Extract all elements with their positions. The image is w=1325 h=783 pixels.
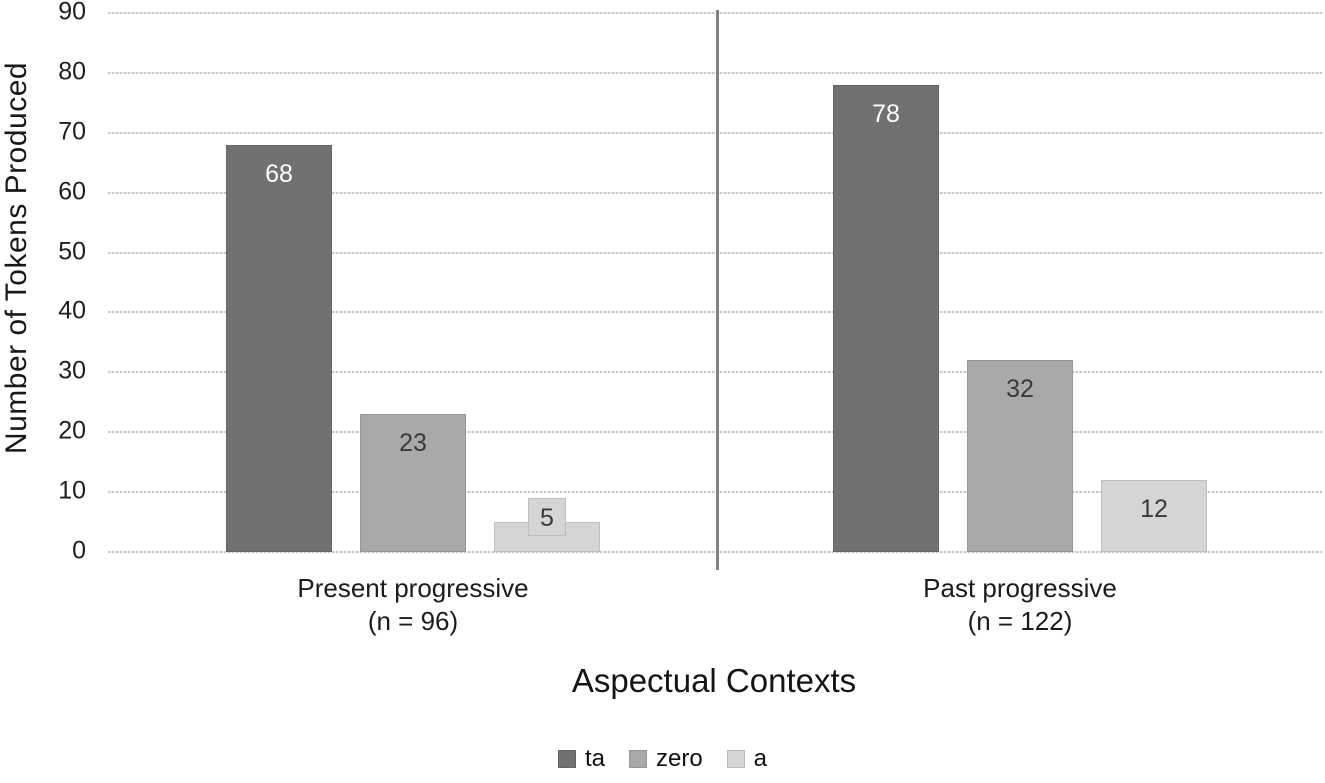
y-tick-label: 90 (58, 0, 86, 26)
y-tick-label: 50 (58, 237, 86, 266)
category-label: Past progressive (n = 122) (923, 572, 1117, 638)
bar-value-label: 12 (1140, 495, 1168, 523)
gridline (108, 551, 1322, 553)
y-tick-label: 10 (58, 476, 86, 505)
legend-swatch-ta (557, 750, 576, 768)
legend-swatch-a (726, 750, 745, 768)
gridline (108, 371, 1322, 374)
bar-zero: 23 (360, 414, 466, 552)
gridline (108, 191, 1322, 194)
legend-label: a (753, 745, 768, 772)
legend-item-a: a (726, 745, 768, 772)
legend-item-zero: zero (628, 745, 703, 772)
category-label-line2: (n = 122) (967, 606, 1073, 636)
bar-a: 12 (1101, 480, 1207, 552)
legend: ta zero a (0, 747, 1325, 771)
category-label-line1: Past progressive (923, 573, 1117, 603)
y-tick-label: 60 (58, 177, 86, 206)
bar-value-label: 78 (872, 100, 900, 128)
legend-label: zero (655, 745, 703, 772)
gridline (108, 251, 1322, 254)
y-tick-label: 80 (58, 57, 86, 86)
x-axis-title: Aspectual Contexts (571, 662, 857, 699)
category-label-line2: (n = 96) (367, 606, 459, 636)
bar-value-label: 5 (528, 498, 566, 536)
group-divider (716, 10, 719, 570)
gridline (108, 491, 1322, 494)
gridline (108, 431, 1322, 434)
bar-ta: 78 (833, 85, 939, 552)
gridline (108, 12, 1322, 14)
y-tick-label: 40 (58, 296, 86, 325)
legend-item-ta: ta (557, 745, 605, 772)
category-label-line1: Present progressive (297, 573, 529, 603)
bar-ta: 68 (226, 145, 332, 552)
bar-value-label: 68 (265, 160, 293, 188)
gridline (108, 71, 1322, 74)
gridline (108, 311, 1322, 314)
y-tick-label: 20 (58, 416, 86, 445)
y-tick-label: 30 (58, 356, 86, 385)
y-tick-label: 70 (58, 117, 86, 146)
bar-value-label: 23 (399, 429, 427, 457)
legend-label: ta (584, 745, 605, 772)
legend-swatch-zero (628, 750, 647, 768)
bar-zero: 32 (967, 360, 1073, 552)
y-tick-label: 0 (72, 536, 86, 565)
category-label: Present progressive (n = 96) (297, 572, 528, 638)
bar-value-label: 32 (1006, 375, 1034, 403)
gridline (108, 131, 1322, 134)
